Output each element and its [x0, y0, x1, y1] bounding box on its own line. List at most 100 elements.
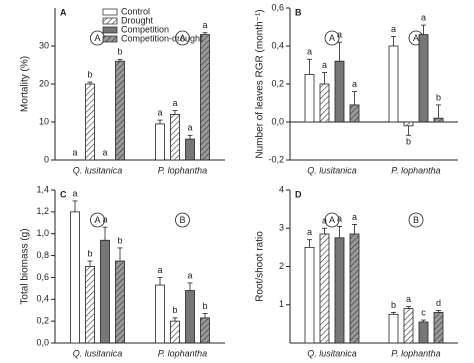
group-letter: A: [94, 215, 100, 225]
bar: [418, 321, 429, 344]
bar-hatch: [434, 312, 443, 343]
bar: [334, 237, 345, 344]
bar-hatch: [320, 233, 329, 343]
bar: [185, 290, 195, 344]
y-axis-label: Root/shoot ratio: [255, 231, 266, 302]
significance-letter: a: [72, 188, 77, 198]
y-tick-label: 1,4: [36, 184, 49, 194]
y-tick-label: 4: [279, 184, 284, 194]
significance-letter: b: [172, 305, 177, 315]
legend-label: Drought: [121, 15, 154, 25]
group-letter-circle: [90, 212, 105, 228]
legend-label: Competition: [121, 24, 169, 34]
bar-hatch: [85, 84, 95, 160]
y-tick-label: 0,4: [271, 40, 284, 50]
legend-swatch: [102, 8, 118, 16]
significance-letter: a: [187, 270, 192, 280]
legend-label: Control: [121, 6, 150, 16]
significance-letter: b: [117, 47, 122, 57]
significance-letter: a: [406, 294, 411, 304]
bar-hatch: [434, 118, 443, 122]
bar-hatch: [404, 308, 413, 343]
bar: [304, 246, 315, 344]
group-letter-circle: [324, 30, 340, 46]
panel-label: B: [295, 7, 302, 17]
y-tick-label: 0,2: [271, 78, 284, 88]
y-axis-label: Mortality (%): [20, 56, 31, 112]
bar-hatch: [170, 114, 180, 160]
bar: [155, 284, 165, 344]
bar: [334, 60, 345, 123]
y-tick-label: 0: [44, 154, 49, 164]
y-tick-label: 2: [279, 261, 284, 271]
y-axis-label: Number of leaves RGR (month⁻¹): [255, 9, 266, 158]
legend-label: Competition-drought: [121, 33, 203, 43]
y-tick-label: 1,0: [36, 228, 49, 238]
bar: [388, 45, 399, 123]
group-letter-circle: [324, 212, 340, 228]
group-letter: A: [329, 33, 335, 43]
y-tick-label: 0,0: [36, 337, 49, 347]
group-letter-circle: [408, 212, 424, 228]
x-tick-label: P. lophantha: [158, 165, 207, 175]
significance-letter: a: [322, 216, 327, 226]
significance-letter: a: [307, 227, 312, 237]
bar: [70, 211, 80, 344]
bar: [418, 34, 429, 123]
bar-hatch: [350, 233, 359, 343]
significance-letter: a: [337, 214, 342, 224]
panel-label: C: [60, 189, 67, 199]
significance-letter: b: [87, 69, 92, 79]
y-tick-label: 0,6: [271, 2, 284, 12]
significance-letter: b: [117, 235, 122, 245]
y-tick-label: -0,2: [268, 154, 284, 164]
y-axis-label: Total biomass (g): [20, 228, 31, 304]
panel-label: D: [295, 189, 302, 199]
group-letter: A: [329, 215, 335, 225]
bar: [155, 123, 165, 161]
significance-letter: a: [187, 123, 192, 133]
significance-letter: a: [157, 265, 162, 275]
significance-letter: a: [337, 30, 342, 40]
y-tick-label: 3: [279, 223, 284, 233]
group-letter: A: [94, 33, 100, 43]
legend-hatch: [103, 18, 117, 24]
significance-letter: a: [322, 60, 327, 70]
bar-hatch: [85, 266, 95, 343]
significance-letter: a: [391, 24, 396, 34]
legend-hatch: [103, 36, 117, 42]
bar-hatch: [404, 122, 413, 126]
bar: [100, 239, 110, 344]
x-tick-label: P. lophantha: [391, 165, 440, 175]
x-tick-label: Q. lusitanica: [307, 165, 357, 175]
y-tick-label: 0,0: [271, 116, 284, 126]
significance-letter: a: [72, 147, 77, 157]
group-letter: A: [413, 33, 419, 43]
significance-letter: b: [87, 248, 92, 258]
bar-hatch: [115, 61, 125, 161]
bar-hatch: [200, 34, 210, 160]
group-letter: A: [179, 33, 185, 43]
y-tick-label: 10: [39, 116, 49, 126]
significance-letter: a: [352, 212, 357, 222]
bar-hatch: [350, 104, 359, 122]
legend-swatch: [102, 26, 118, 34]
y-tick-label: 0,6: [36, 272, 49, 282]
bar-hatch: [200, 317, 210, 343]
y-tick-label: 0,2: [36, 316, 49, 326]
x-tick-label: Q. lusitanica: [307, 348, 357, 358]
significance-letter: a: [307, 47, 312, 57]
group-letter: B: [179, 215, 185, 225]
significance-letter: a: [102, 215, 107, 225]
y-tick-label: 1: [279, 299, 284, 309]
y-tick-label: 30: [39, 40, 49, 50]
significance-letter: a: [157, 107, 162, 117]
significance-letter: d: [436, 298, 441, 308]
x-tick-label: Q. lusitanica: [73, 165, 123, 175]
group-letter-circle: [175, 212, 190, 228]
x-tick-label: Q. lusitanica: [73, 348, 123, 358]
significance-letter: b: [406, 137, 411, 147]
significance-letter: b: [436, 92, 441, 102]
significance-letter: a: [352, 79, 357, 89]
